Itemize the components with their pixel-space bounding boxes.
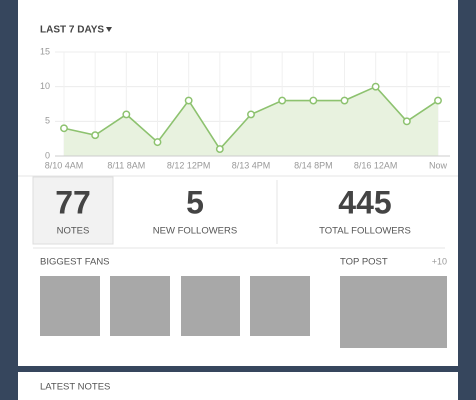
x-tick-label: Now — [429, 160, 448, 170]
x-tick-label: 8/12 12PM — [167, 160, 211, 170]
stats: 77 NOTES 5 NEW FOLLOWERS 445 TOTAL FOLLOWERS — [55, 184, 411, 236]
latest-notes-title: LATEST NOTES — [40, 382, 110, 393]
stat-label: NEW FOLLOWERS — [153, 226, 237, 237]
top-post-title: TOP POST — [340, 257, 388, 268]
point — [340, 96, 349, 105]
x-tick-label: 8/10 4AM — [45, 160, 84, 170]
range-label[interactable]: LAST 7 DAYS — [40, 25, 104, 36]
y-tick-label: 15 — [40, 46, 50, 56]
point — [309, 96, 318, 105]
top-post-thumb[interactable] — [340, 276, 447, 348]
point — [247, 110, 255, 119]
point — [215, 145, 224, 154]
point — [153, 138, 162, 147]
point — [434, 96, 442, 105]
top-post-count: +10 — [432, 256, 447, 266]
stat-label: TOTAL FOLLOWERS — [319, 226, 411, 237]
stat-value: 5 — [186, 184, 204, 220]
point — [91, 131, 100, 140]
y-tick-label: 5 — [45, 116, 50, 126]
fan-avatar[interactable] — [110, 276, 170, 336]
point — [122, 110, 131, 119]
fan-avatar[interactable] — [181, 276, 240, 336]
stat-value: 77 — [55, 184, 91, 220]
point — [278, 96, 287, 105]
point — [402, 117, 411, 126]
stat-value: 445 — [338, 184, 391, 220]
point — [371, 82, 380, 91]
x-tick-label: 8/16 12AM — [354, 160, 398, 170]
range-dropdown[interactable]: LAST 7 DAYS — [40, 25, 112, 36]
fan-avatar[interactable] — [40, 276, 100, 336]
y-tick-label: 0 — [45, 150, 50, 160]
fan-avatar[interactable] — [250, 276, 310, 336]
notes-panel — [18, 372, 458, 400]
x-tick-label: 8/14 8PM — [294, 160, 333, 170]
x-tick-label: 8/13 4PM — [232, 160, 271, 170]
y-tick-label: 10 — [40, 81, 50, 91]
point — [184, 96, 193, 105]
selected-stat[interactable] — [32, 176, 114, 245]
stat-label: NOTES — [57, 226, 90, 237]
x-tick-label: 8/11 8AM — [107, 160, 145, 170]
fans-title: BIGGEST FANS — [40, 257, 110, 268]
dropdown-arrow[interactable] — [106, 27, 112, 32]
point — [60, 124, 68, 133]
chart: 0 5 10 15 8/10 4AM 8/11 8AM 8/12 12PM 8/13 4PM 8… — [40, 46, 450, 170]
